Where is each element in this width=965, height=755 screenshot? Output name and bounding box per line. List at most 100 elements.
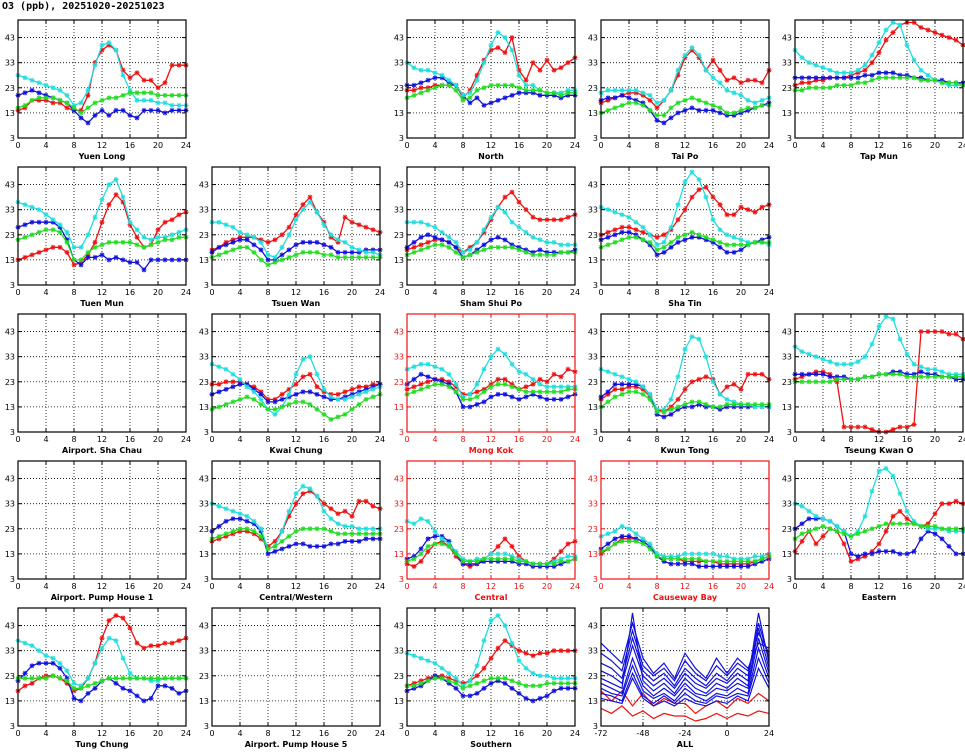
data-point-green: [321, 411, 327, 417]
data-point-green: [848, 82, 854, 88]
data-point-red: [272, 237, 278, 243]
y-tick-label: 43: [588, 181, 598, 190]
data-point-blue: [619, 92, 625, 98]
data-point-blue: [363, 386, 369, 392]
data-point-blue: [724, 563, 730, 569]
data-point-red: [551, 217, 557, 223]
data-point-cyan: [633, 379, 639, 385]
data-point-red: [251, 384, 257, 390]
data-point-green: [668, 105, 674, 111]
data-point-cyan: [425, 222, 431, 228]
data-point-blue: [411, 685, 417, 691]
data-point-green: [432, 85, 438, 91]
data-point-red: [120, 199, 126, 205]
data-point-green: [113, 95, 119, 101]
data-point-red: [50, 100, 56, 106]
data-point-cyan: [78, 244, 84, 250]
data-point-cyan: [162, 100, 168, 106]
y-tick-label: 23: [782, 378, 792, 387]
data-point-green: [509, 244, 515, 250]
data-point-cyan: [612, 528, 618, 534]
data-point-green: [509, 556, 515, 562]
data-point-blue: [883, 70, 889, 76]
data-point-red: [939, 32, 945, 38]
data-point-green: [738, 107, 744, 113]
data-point-cyan: [432, 528, 438, 534]
data-point-blue: [342, 394, 348, 400]
x-tick-label: 16: [902, 582, 912, 591]
y-tick-label: 43: [588, 34, 598, 43]
data-point-green: [342, 531, 348, 537]
data-point-red: [558, 648, 564, 654]
data-point-blue: [841, 374, 847, 380]
data-point-blue: [127, 112, 133, 118]
data-point-green: [939, 80, 945, 86]
data-point-red: [356, 384, 362, 390]
data-point-blue: [848, 75, 854, 81]
data-point-red: [605, 97, 611, 103]
data-point-blue: [605, 389, 611, 395]
data-point-cyan: [251, 234, 257, 240]
data-point-green: [696, 556, 702, 562]
data-point-cyan: [342, 396, 348, 402]
station-label: Kwai Chung: [269, 446, 322, 455]
x-tick-label: 24: [570, 435, 580, 444]
data-point-cyan: [745, 556, 751, 562]
data-point-red: [509, 189, 515, 195]
data-point-blue: [806, 371, 812, 377]
data-point-green: [162, 237, 168, 243]
series-line-blue: [600, 646, 770, 702]
data-point-cyan: [127, 219, 133, 225]
x-tick-label: 12: [874, 141, 884, 150]
data-point-blue: [869, 551, 875, 557]
data-point-blue: [265, 257, 271, 263]
data-point-red: [425, 379, 431, 385]
data-point-blue: [675, 110, 681, 116]
data-point-green: [911, 521, 917, 527]
data-point-green: [530, 561, 536, 567]
data-point-cyan: [169, 232, 175, 238]
data-point-red: [495, 645, 501, 651]
data-point-blue: [22, 222, 28, 228]
data-point-red: [661, 232, 667, 238]
data-point-red: [488, 217, 494, 223]
data-point-red: [432, 237, 438, 243]
data-point-green: [106, 95, 112, 101]
data-point-red: [689, 47, 695, 53]
x-tick-label: 16: [514, 288, 524, 297]
data-point-red: [113, 613, 119, 619]
data-point-cyan: [418, 361, 424, 367]
data-point-green: [619, 538, 625, 544]
station-label: Tung Chung: [75, 740, 128, 749]
data-point-red: [265, 239, 271, 245]
data-point-cyan: [612, 209, 618, 215]
data-point-green: [176, 92, 182, 98]
data-point-red: [689, 379, 695, 385]
data-point-blue: [827, 75, 833, 81]
data-point-blue: [939, 536, 945, 542]
data-point-blue: [619, 533, 625, 539]
data-point-cyan: [544, 673, 550, 679]
data-point-blue: [495, 97, 501, 103]
data-point-red: [223, 379, 229, 385]
data-point-green: [99, 242, 105, 248]
station-label: Airport. Pump House 1: [51, 593, 154, 602]
x-tick-label: 24: [375, 288, 385, 297]
x-tick-label: 8: [848, 141, 853, 150]
x-tick-label: 16: [125, 582, 135, 591]
data-point-cyan: [841, 70, 847, 76]
data-point-blue: [841, 75, 847, 81]
data-point-red: [876, 541, 882, 547]
data-point-red: [848, 72, 854, 78]
x-tick-label: 0: [15, 582, 20, 591]
data-point-red: [29, 252, 35, 258]
data-point-red: [265, 543, 271, 549]
data-point-red: [237, 234, 243, 240]
data-point-cyan: [488, 551, 494, 557]
data-point-blue: [134, 259, 140, 265]
data-point-cyan: [453, 548, 459, 554]
data-point-green: [495, 675, 501, 681]
data-point-cyan: [703, 67, 709, 73]
data-point-red: [509, 35, 515, 41]
data-point-cyan: [897, 336, 903, 342]
